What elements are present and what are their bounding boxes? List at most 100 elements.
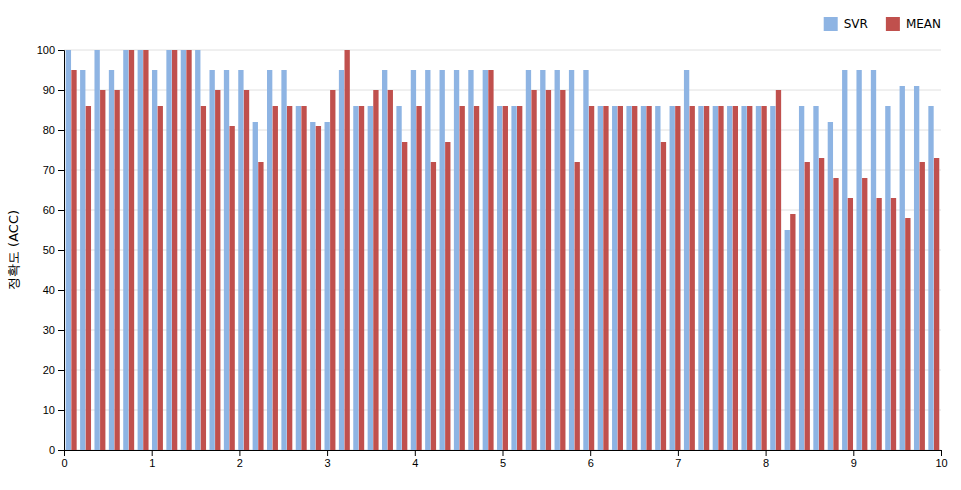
tick-mark: [58, 410, 64, 411]
bar: [224, 70, 229, 450]
bar: [138, 50, 143, 450]
bar: [690, 106, 695, 450]
bar: [885, 106, 890, 450]
bar: [267, 70, 272, 450]
tick-mark: [58, 170, 64, 171]
bar: [143, 50, 148, 450]
bar: [713, 106, 718, 450]
legend-label: MEAN: [906, 17, 941, 31]
tick: 60: [43, 204, 64, 216]
tick-label: 30: [43, 324, 55, 336]
tick-label: 6: [588, 457, 594, 469]
tick-label: 3: [325, 457, 331, 469]
bar: [813, 106, 818, 450]
bar: [862, 178, 867, 450]
tick-label: 8: [763, 457, 769, 469]
bar: [445, 142, 450, 450]
bar: [416, 106, 421, 450]
legend-swatch: [824, 17, 838, 31]
bar: [546, 90, 551, 450]
tick-label: 9: [851, 457, 857, 469]
bar: [555, 70, 560, 450]
tick-mark: [58, 90, 64, 91]
tick-mark: [58, 210, 64, 211]
tick-label: 4: [412, 457, 418, 469]
bar: [373, 90, 378, 450]
bar: [325, 122, 330, 450]
bar: [425, 70, 430, 450]
tick-mark: [415, 450, 416, 456]
tick-mark: [941, 450, 942, 456]
tick: 5: [500, 450, 506, 469]
bar: [258, 162, 263, 450]
bar: [80, 70, 85, 450]
bar: [273, 106, 278, 450]
bar: [785, 230, 790, 450]
bar: [402, 142, 407, 450]
bar: [718, 106, 723, 450]
bar: [287, 106, 292, 450]
bar: [819, 158, 824, 450]
bar: [848, 198, 853, 450]
tick: 0: [49, 444, 64, 456]
bar: [598, 106, 603, 450]
tick: 3: [325, 450, 331, 469]
bar: [618, 106, 623, 450]
tick-label: 0: [61, 457, 67, 469]
tick: 10: [43, 404, 64, 416]
tick-label: 7: [675, 457, 681, 469]
bar: [761, 106, 766, 450]
tick-mark: [58, 370, 64, 371]
bar: [201, 106, 206, 450]
tick: 100: [37, 44, 64, 56]
bar: [388, 90, 393, 450]
bar: [741, 106, 746, 450]
y-axis-title: 정확도 (ACC): [6, 210, 21, 290]
tick-label: 70: [43, 164, 55, 176]
bar: [86, 106, 91, 450]
tick-mark: [58, 290, 64, 291]
tick: 40: [43, 284, 64, 296]
axis-line: [65, 451, 942, 457]
bar: [900, 86, 905, 450]
tick: 90: [43, 84, 64, 96]
bar: [776, 90, 781, 450]
bar: [670, 106, 675, 450]
bar: [353, 106, 358, 450]
bar: [316, 126, 321, 450]
series: [71, 50, 939, 450]
bar: [560, 90, 565, 450]
bar: [66, 50, 71, 450]
bar: [871, 70, 876, 450]
bar: [396, 106, 401, 450]
bar: [411, 70, 416, 450]
bar: [488, 70, 493, 450]
tick-label: 20: [43, 364, 55, 376]
bar: [583, 70, 588, 450]
bar: [756, 106, 761, 450]
tick-label: 5: [500, 457, 506, 469]
tick-mark: [58, 450, 64, 451]
tick-label: 10: [43, 404, 55, 416]
tick-mark: [853, 450, 854, 456]
legend-label: SVR: [844, 17, 868, 31]
bar: [891, 198, 896, 450]
bar: [914, 86, 919, 450]
tick-mark: [58, 130, 64, 131]
bar: [431, 162, 436, 450]
bar: [209, 70, 214, 450]
tick: 80: [43, 124, 64, 136]
tick-mark: [327, 450, 328, 456]
bar: [805, 162, 810, 450]
bar: [344, 50, 349, 450]
bar: [833, 178, 838, 450]
bar: [920, 162, 925, 450]
bar: [641, 106, 646, 450]
bar: [296, 106, 301, 450]
bar: [100, 90, 105, 450]
legend-item: MEAN: [886, 17, 941, 31]
bars: [66, 50, 940, 450]
bar: [727, 106, 732, 450]
tick-label: 50: [43, 244, 55, 256]
bar: [569, 70, 574, 450]
